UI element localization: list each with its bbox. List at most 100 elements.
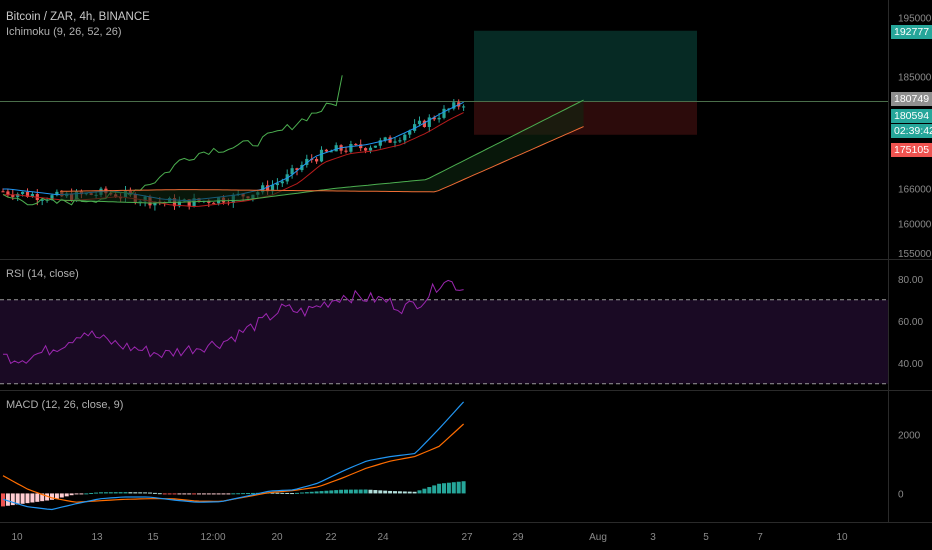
candle-body: [344, 150, 348, 152]
macd-histogram-bar: [30, 493, 35, 503]
candle-body: [290, 168, 294, 175]
current-price-tag: 180594: [891, 109, 932, 123]
time-axis-label: Aug: [589, 532, 607, 543]
candle-body: [368, 147, 373, 151]
price-axis-tick: 155000: [898, 249, 932, 260]
macd-histogram-bar: [299, 492, 304, 494]
candle-body: [393, 141, 397, 143]
macd-histogram-bar: [383, 490, 388, 494]
macd-histogram-bar: [393, 491, 397, 494]
senkou-span-a: [59, 99, 584, 204]
macd-histogram-bar: [74, 493, 79, 495]
macd-histogram-bar: [290, 493, 295, 495]
macd-histogram-bar: [226, 493, 231, 495]
candle-body: [305, 158, 309, 165]
macd-histogram-bar: [108, 492, 113, 494]
time-axis-label: 13: [91, 532, 103, 543]
macd-histogram-bar: [241, 493, 246, 495]
macd-histogram-bar: [250, 492, 255, 494]
macd-histogram-bar: [437, 483, 442, 494]
candle-body: [1, 191, 5, 193]
macd-histogram-bar: [187, 493, 192, 495]
symbol-title: Bitcoin / ZAR, 4h, BINANCE: [6, 11, 150, 23]
macd-histogram-bar: [402, 491, 407, 494]
candle-body: [403, 134, 407, 141]
rsi-axis-tick: 60.00: [898, 317, 923, 328]
candle-body: [40, 199, 44, 201]
macd-histogram-bar: [231, 493, 236, 495]
candle-body: [373, 145, 377, 148]
candle-body: [349, 144, 353, 152]
macd-histogram-bar: [25, 493, 30, 504]
macd-histogram-bar: [221, 493, 226, 495]
time-axis-label: 22: [325, 532, 337, 543]
price-axis-tick: 166000: [898, 184, 932, 195]
candle-body: [442, 108, 446, 118]
candle-body: [413, 124, 417, 131]
macd-histogram-bar: [201, 493, 206, 495]
macd-histogram-bar: [432, 485, 437, 494]
macd-histogram-bar: [167, 493, 172, 495]
target-price-tag: 192777: [891, 25, 932, 39]
macd-histogram-bar: [412, 491, 417, 494]
macd-histogram-bar: [182, 493, 187, 495]
macd-histogram-bar: [162, 493, 167, 495]
candle-body: [295, 168, 299, 171]
macd-histogram-bar: [172, 493, 177, 495]
macd-histogram-bar: [148, 492, 152, 494]
candle-body: [212, 202, 216, 204]
macd-histogram-bar: [5, 493, 10, 506]
macd-histogram-bar: [348, 489, 353, 494]
macd-histogram-bar: [89, 492, 94, 494]
macd-histogram-bar: [280, 492, 285, 494]
macd-histogram-bar: [246, 493, 250, 495]
candle-body: [280, 181, 284, 184]
time-axis-label: 3: [650, 532, 656, 543]
rsi-indicator-label[interactable]: RSI (14, close): [6, 268, 79, 280]
candle-body: [266, 185, 270, 192]
macd-histogram-bar: [270, 492, 275, 494]
macd-histogram-bar: [54, 493, 59, 499]
senkou-span-b: [59, 126, 584, 193]
macd-histogram-bar: [397, 491, 402, 494]
macd-histogram-bar: [314, 491, 319, 494]
macd-indicator-label[interactable]: MACD (12, 26, close, 9): [6, 399, 124, 411]
macd-histogram-bar: [99, 492, 103, 494]
candle-body: [177, 201, 181, 207]
candle-body: [30, 194, 34, 197]
macd-histogram-bar: [358, 489, 363, 494]
macd-histogram-bar: [334, 490, 339, 494]
candle-body: [324, 149, 328, 152]
candle-body: [359, 144, 363, 149]
macd-histogram-bar: [152, 492, 157, 494]
candle-body: [11, 194, 15, 197]
candle-body: [388, 137, 392, 143]
macd-histogram-bar: [35, 493, 40, 502]
macd-histogram-bar: [128, 492, 133, 494]
ichimoku-indicator-label[interactable]: Ichimoku (9, 26, 52, 26): [6, 26, 122, 38]
time-axis-label: 10: [11, 532, 23, 543]
candle-body: [21, 191, 25, 194]
macd-histogram-bar: [275, 492, 280, 494]
macd-histogram-bar: [309, 491, 314, 494]
time-axis-label: 12:00: [200, 532, 225, 543]
macd-axis-tick: 0: [898, 489, 904, 500]
macd-histogram-bar: [20, 493, 25, 504]
candle-body: [270, 185, 275, 192]
macd-histogram-bar: [422, 488, 427, 494]
macd-histogram-bar: [211, 493, 216, 495]
macd-histogram-bar: [319, 491, 324, 494]
candle-body: [408, 130, 412, 135]
macd-histogram-bar: [118, 492, 123, 494]
macd-histogram-bar: [138, 492, 143, 494]
macd-histogram-bar: [40, 493, 45, 502]
target-zone: [474, 30, 697, 102]
candle-body: [55, 191, 59, 196]
macd-histogram-bar: [157, 493, 162, 495]
candle-body: [452, 102, 456, 109]
macd-histogram-bar: [10, 493, 15, 506]
rsi-line: [2, 279, 464, 365]
macd-histogram-bar: [103, 492, 108, 494]
